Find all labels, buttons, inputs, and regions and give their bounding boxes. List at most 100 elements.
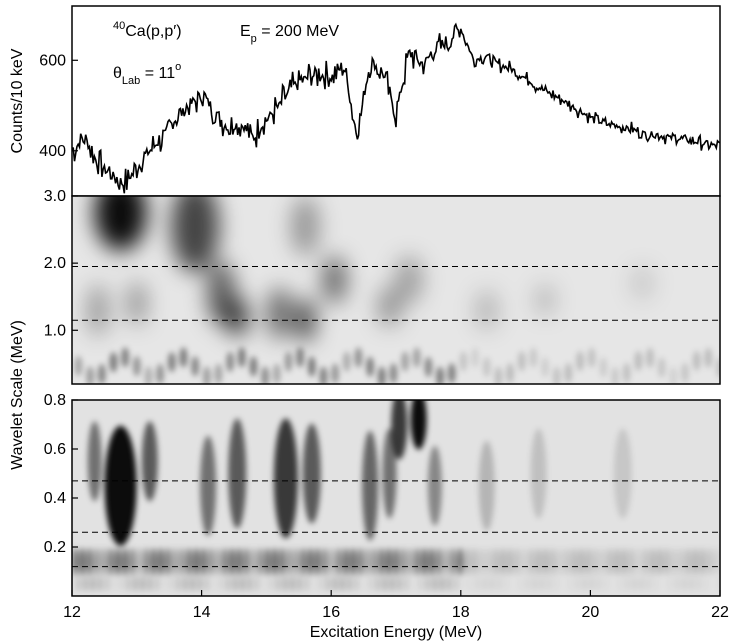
wavelet-lower-fine bbox=[179, 547, 186, 576]
wavelet-lower-y-ticks: 0.2 0.4 0.6 0.8 bbox=[44, 392, 78, 556]
x-tick-label: 18 bbox=[452, 604, 470, 621]
wavelet-upper-fine bbox=[191, 356, 200, 377]
wavelet-lower-fine bbox=[136, 547, 143, 576]
wavelet-lower-fine bbox=[183, 575, 188, 592]
wavelet-upper-fine bbox=[354, 347, 363, 368]
wavelet-lower-fine bbox=[447, 575, 452, 592]
wavelet-lower-fine bbox=[653, 575, 658, 592]
wavelet-lower-fine bbox=[611, 576, 615, 592]
wavelet-lower-blob bbox=[391, 400, 408, 460]
wavelet-lower-blob bbox=[104, 425, 137, 546]
wavelet-upper-fine bbox=[459, 351, 468, 372]
wavelet-lower-fine bbox=[507, 547, 514, 576]
wavelet-lower-blob bbox=[362, 430, 379, 541]
wavelet-lower-fine bbox=[240, 575, 245, 592]
wavelet-lower-fine bbox=[499, 547, 506, 576]
wavelet-lower-fine bbox=[343, 547, 350, 576]
wavelet-lower-fine bbox=[603, 575, 608, 592]
wavelet-lower-fine bbox=[271, 547, 278, 576]
wavelet-upper-blob bbox=[94, 196, 147, 251]
wavelet-lower-blob bbox=[228, 418, 247, 529]
wavelet-lower-fine bbox=[112, 575, 117, 592]
wavelet-lower-fine bbox=[514, 547, 521, 576]
wavelet-y-axis-label: Wavelet Scale (MeV) bbox=[9, 320, 26, 470]
wavelet-lower-fine bbox=[478, 547, 485, 576]
wavelet-lower-fine bbox=[546, 575, 551, 592]
wavelet-upper-fine bbox=[249, 356, 258, 377]
wavelet-upper-fine bbox=[307, 356, 316, 377]
wavelet-upper-fine bbox=[121, 347, 130, 368]
wavelet-lower-fine bbox=[247, 575, 252, 592]
wavelet-lower-fine bbox=[107, 547, 114, 576]
wavelet-lower-fine bbox=[585, 547, 592, 576]
wavelet-upper-fine bbox=[226, 351, 235, 372]
wavelet-lower-fine bbox=[440, 575, 445, 592]
x-tick-label: 14 bbox=[193, 604, 211, 621]
wavelet-lower-fine bbox=[335, 547, 342, 576]
wavelet-lower-blob bbox=[200, 435, 217, 536]
wavelet-lower-fine bbox=[535, 547, 542, 576]
wavelet-lower-fine bbox=[635, 547, 642, 576]
wavelet-lower-fine bbox=[333, 575, 338, 592]
wavelet-lower-fine bbox=[564, 547, 571, 576]
wavelet-lower-fine bbox=[328, 547, 335, 576]
wavelet-lower-fine bbox=[207, 547, 214, 576]
wavelet-lower-fine bbox=[457, 547, 464, 576]
wavelet-lower-fine bbox=[649, 547, 656, 576]
wavelet-lower-fine bbox=[475, 575, 480, 592]
wavelet-upper-fine bbox=[156, 363, 165, 384]
wavelet-lower-fine bbox=[703, 575, 708, 592]
wavelet-lower-fine bbox=[268, 575, 273, 592]
beam-energy-annotation: Ep = 200 MeV bbox=[240, 23, 339, 45]
spectrum-panel: 400 600 Counts/10 keV 40Ca(p,p′) Ep = 200… bbox=[9, 5, 721, 197]
wavelet-lower-fine bbox=[321, 547, 328, 576]
wavelet-lower-fine bbox=[157, 547, 164, 576]
wavelet-upper-blob bbox=[291, 196, 320, 257]
wavelet-lower-fine bbox=[129, 547, 136, 576]
wavelet-lower-fine bbox=[357, 547, 364, 576]
spectrum-y-ticks: 400 600 bbox=[39, 52, 78, 160]
wavelet-upper-fine bbox=[179, 347, 188, 368]
wavelet-lower-fine bbox=[72, 547, 79, 576]
x-tick-label: 22 bbox=[711, 604, 729, 621]
wavelet-lower-fine bbox=[618, 575, 623, 592]
wavelet-upper-frame bbox=[71, 195, 721, 385]
wavelet-lower-fine bbox=[511, 576, 515, 592]
wavelet-upper-fine bbox=[576, 351, 585, 372]
wavelet-lower-y-tick-label: 0.8 bbox=[44, 392, 66, 409]
wavelet-lower-fine bbox=[76, 575, 81, 592]
wavelet-lower-fine bbox=[382, 575, 387, 592]
wavelet-lower-fine bbox=[347, 575, 352, 592]
wavelet-lower-fine bbox=[485, 547, 492, 576]
wavelet-lower-fine bbox=[312, 576, 316, 592]
wavelet-lower-fine bbox=[699, 547, 706, 576]
wavelet-lower-fine bbox=[371, 547, 378, 576]
x-tick-label: 12 bbox=[63, 604, 81, 621]
wavelet-upper-fine bbox=[412, 347, 421, 368]
wavelet-lower-fine bbox=[556, 547, 563, 576]
wavelet-lower-fine bbox=[632, 575, 637, 592]
wavelet-lower-blob bbox=[87, 421, 102, 502]
wavelet-lower-fine bbox=[86, 547, 93, 576]
wavelet-lower-fine bbox=[625, 575, 630, 592]
wavelet-lower-blob bbox=[478, 440, 495, 531]
wavelet-lower-fine bbox=[482, 575, 487, 592]
wavelet-lower-fine bbox=[421, 547, 428, 576]
wavelet-lower-fine bbox=[83, 575, 88, 592]
wavelet-lower-fine bbox=[390, 575, 395, 592]
wavelet-lower-fine bbox=[397, 575, 402, 592]
x-axis-ticks: 12 14 16 18 20 22 bbox=[63, 590, 729, 621]
wavelet-lower-fine bbox=[571, 547, 578, 576]
wavelet-lower-fine bbox=[578, 547, 585, 576]
wavelet-lower-fine bbox=[276, 575, 281, 592]
wavelet-upper-fine bbox=[389, 363, 398, 384]
wavelet-upper-fine bbox=[377, 366, 386, 384]
wavelet-lower-fine bbox=[236, 547, 243, 576]
wavelet-lower-fine bbox=[525, 575, 530, 592]
wavelet-lower-fine bbox=[233, 575, 238, 592]
wavelet-lower-fine bbox=[492, 547, 499, 576]
wavelet-lower-blob bbox=[410, 400, 427, 450]
wavelet-lower-y-tick-label: 0.6 bbox=[44, 441, 66, 458]
wavelet-lower-fine bbox=[304, 575, 309, 592]
